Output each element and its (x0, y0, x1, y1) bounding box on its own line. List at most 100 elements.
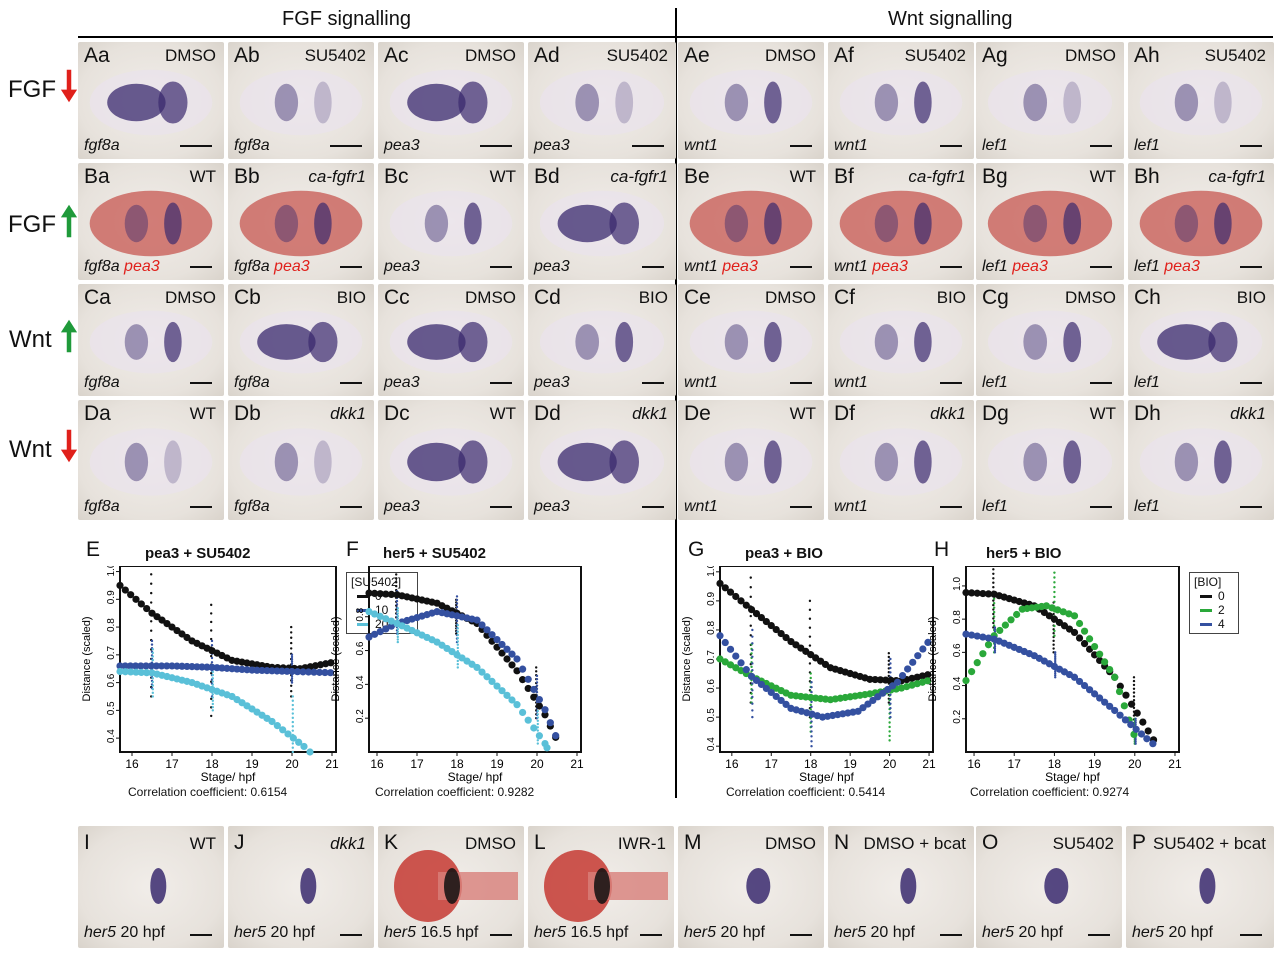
embryo-image (389, 428, 513, 496)
embryo-image (689, 190, 813, 257)
curve-point (116, 662, 124, 670)
panel-Ad: Ad SU5402 pea3 (528, 42, 676, 159)
raw-point (290, 655, 294, 659)
raw-point (888, 734, 891, 738)
curve-point (1070, 628, 1079, 637)
curve-point (924, 677, 932, 685)
scale-bar (190, 934, 212, 936)
gene-name: pea3 (384, 374, 420, 391)
raw-point (1132, 687, 1136, 690)
curve-point (1115, 687, 1124, 696)
raw-point (211, 670, 214, 674)
curve-point (387, 617, 395, 625)
curve-point (732, 664, 740, 672)
panel-treatment: SU5402 (606, 46, 668, 65)
scale-bar (1240, 145, 1262, 147)
gene-name: lef1 (982, 374, 1008, 391)
curve-point (1091, 690, 1099, 698)
panel-L: L IWR-1 her5 16.5 hpf (528, 826, 674, 948)
raw-point (395, 573, 398, 576)
curve-point (732, 652, 740, 660)
raw-point (1052, 643, 1055, 646)
gene-name-red: pea3 (722, 258, 758, 275)
raw-point (210, 612, 213, 615)
panel-id: Ah (1134, 44, 1160, 67)
curve-point (721, 584, 729, 592)
curve-point (1054, 606, 1062, 614)
panel-treatment: DMSO (465, 288, 516, 307)
y-tick-label: 0.2 (355, 709, 366, 723)
panel-treatment: ca-fgfr1 (610, 167, 668, 186)
raw-point (1054, 651, 1057, 654)
embryo-image (394, 850, 518, 922)
raw-point (1134, 717, 1137, 720)
raw-point (396, 627, 399, 631)
panel-Bf: Bf ca-fgfr1 wnt1 pea3 (828, 163, 974, 280)
y-axis-label: Distance (scaled) (330, 617, 342, 702)
raw-point (993, 651, 997, 654)
scale-bar (330, 145, 362, 147)
embryo-image (987, 190, 1113, 257)
scale-bar (490, 934, 512, 936)
curve-point (513, 655, 521, 663)
curve-point (716, 655, 724, 663)
embryo-image (839, 69, 963, 136)
panel-treatment: WT (1089, 167, 1116, 186)
panel-Ah: Ah SU5402 lef1 (1128, 42, 1274, 159)
curve-point (365, 633, 373, 641)
curve-point (289, 734, 297, 742)
raw-point (211, 702, 214, 706)
legend-swatch (1200, 608, 1212, 612)
raw-point (395, 599, 399, 603)
header-wnt: Wnt signalling (888, 8, 1013, 30)
raw-point (536, 729, 539, 732)
x-tick-label: 21 (1168, 757, 1182, 771)
raw-point (151, 680, 154, 684)
raw-point (536, 722, 539, 726)
raw-point (290, 636, 293, 639)
panel-id: I (84, 831, 90, 854)
x-tick-label: 17 (1008, 757, 1022, 771)
raw-point (1053, 634, 1056, 637)
raw-point (290, 674, 294, 678)
plot-frame (368, 566, 582, 753)
curve-point (767, 621, 775, 630)
raw-point (396, 614, 399, 618)
raw-point (535, 670, 538, 673)
scale-bar (940, 934, 962, 936)
correlation-coefficient: Correlation coefficient: 0.5414 (726, 785, 886, 799)
raw-point (456, 666, 459, 669)
panel-gene-label: fgf8a (84, 137, 120, 155)
curve-point (371, 630, 379, 638)
curve-point (1048, 604, 1056, 612)
panel-I: I WT her5 20 hpf (78, 826, 224, 948)
panel-id: Ch (1134, 286, 1161, 309)
raw-point (1132, 691, 1136, 694)
down-arrow-icon (60, 69, 78, 103)
gene-name: lef1 (1134, 498, 1160, 515)
x-axis-label: Stage/ hpf (799, 770, 854, 784)
panel-id: Bg (982, 165, 1008, 188)
curve-point (924, 638, 932, 646)
panel-Ae: Ae DMSO wnt1 (678, 42, 824, 159)
y-tick-label: 0.2 (952, 709, 963, 723)
curve-point (979, 633, 987, 641)
panel-Be: Be WT wnt1 pea3 (678, 163, 824, 280)
x-tick-label: 21 (325, 757, 339, 771)
raw-point (151, 688, 154, 691)
panel-gene-label: wnt1 (684, 137, 718, 155)
raw-point (749, 634, 752, 637)
raw-point (290, 684, 293, 688)
embryo-image (746, 868, 771, 904)
y-tick-label: 0.8 (706, 621, 717, 635)
gene-name: pea3 (534, 374, 570, 391)
scale-bar (180, 145, 212, 147)
panel-gene-label: pea3 (534, 498, 570, 516)
raw-point (808, 626, 812, 629)
curve-point (132, 668, 140, 676)
curve-point (321, 668, 329, 677)
x-tick-label: 21 (922, 757, 936, 771)
panel-treatment: WT (189, 834, 216, 853)
raw-point (993, 626, 997, 629)
raw-point (290, 660, 294, 663)
